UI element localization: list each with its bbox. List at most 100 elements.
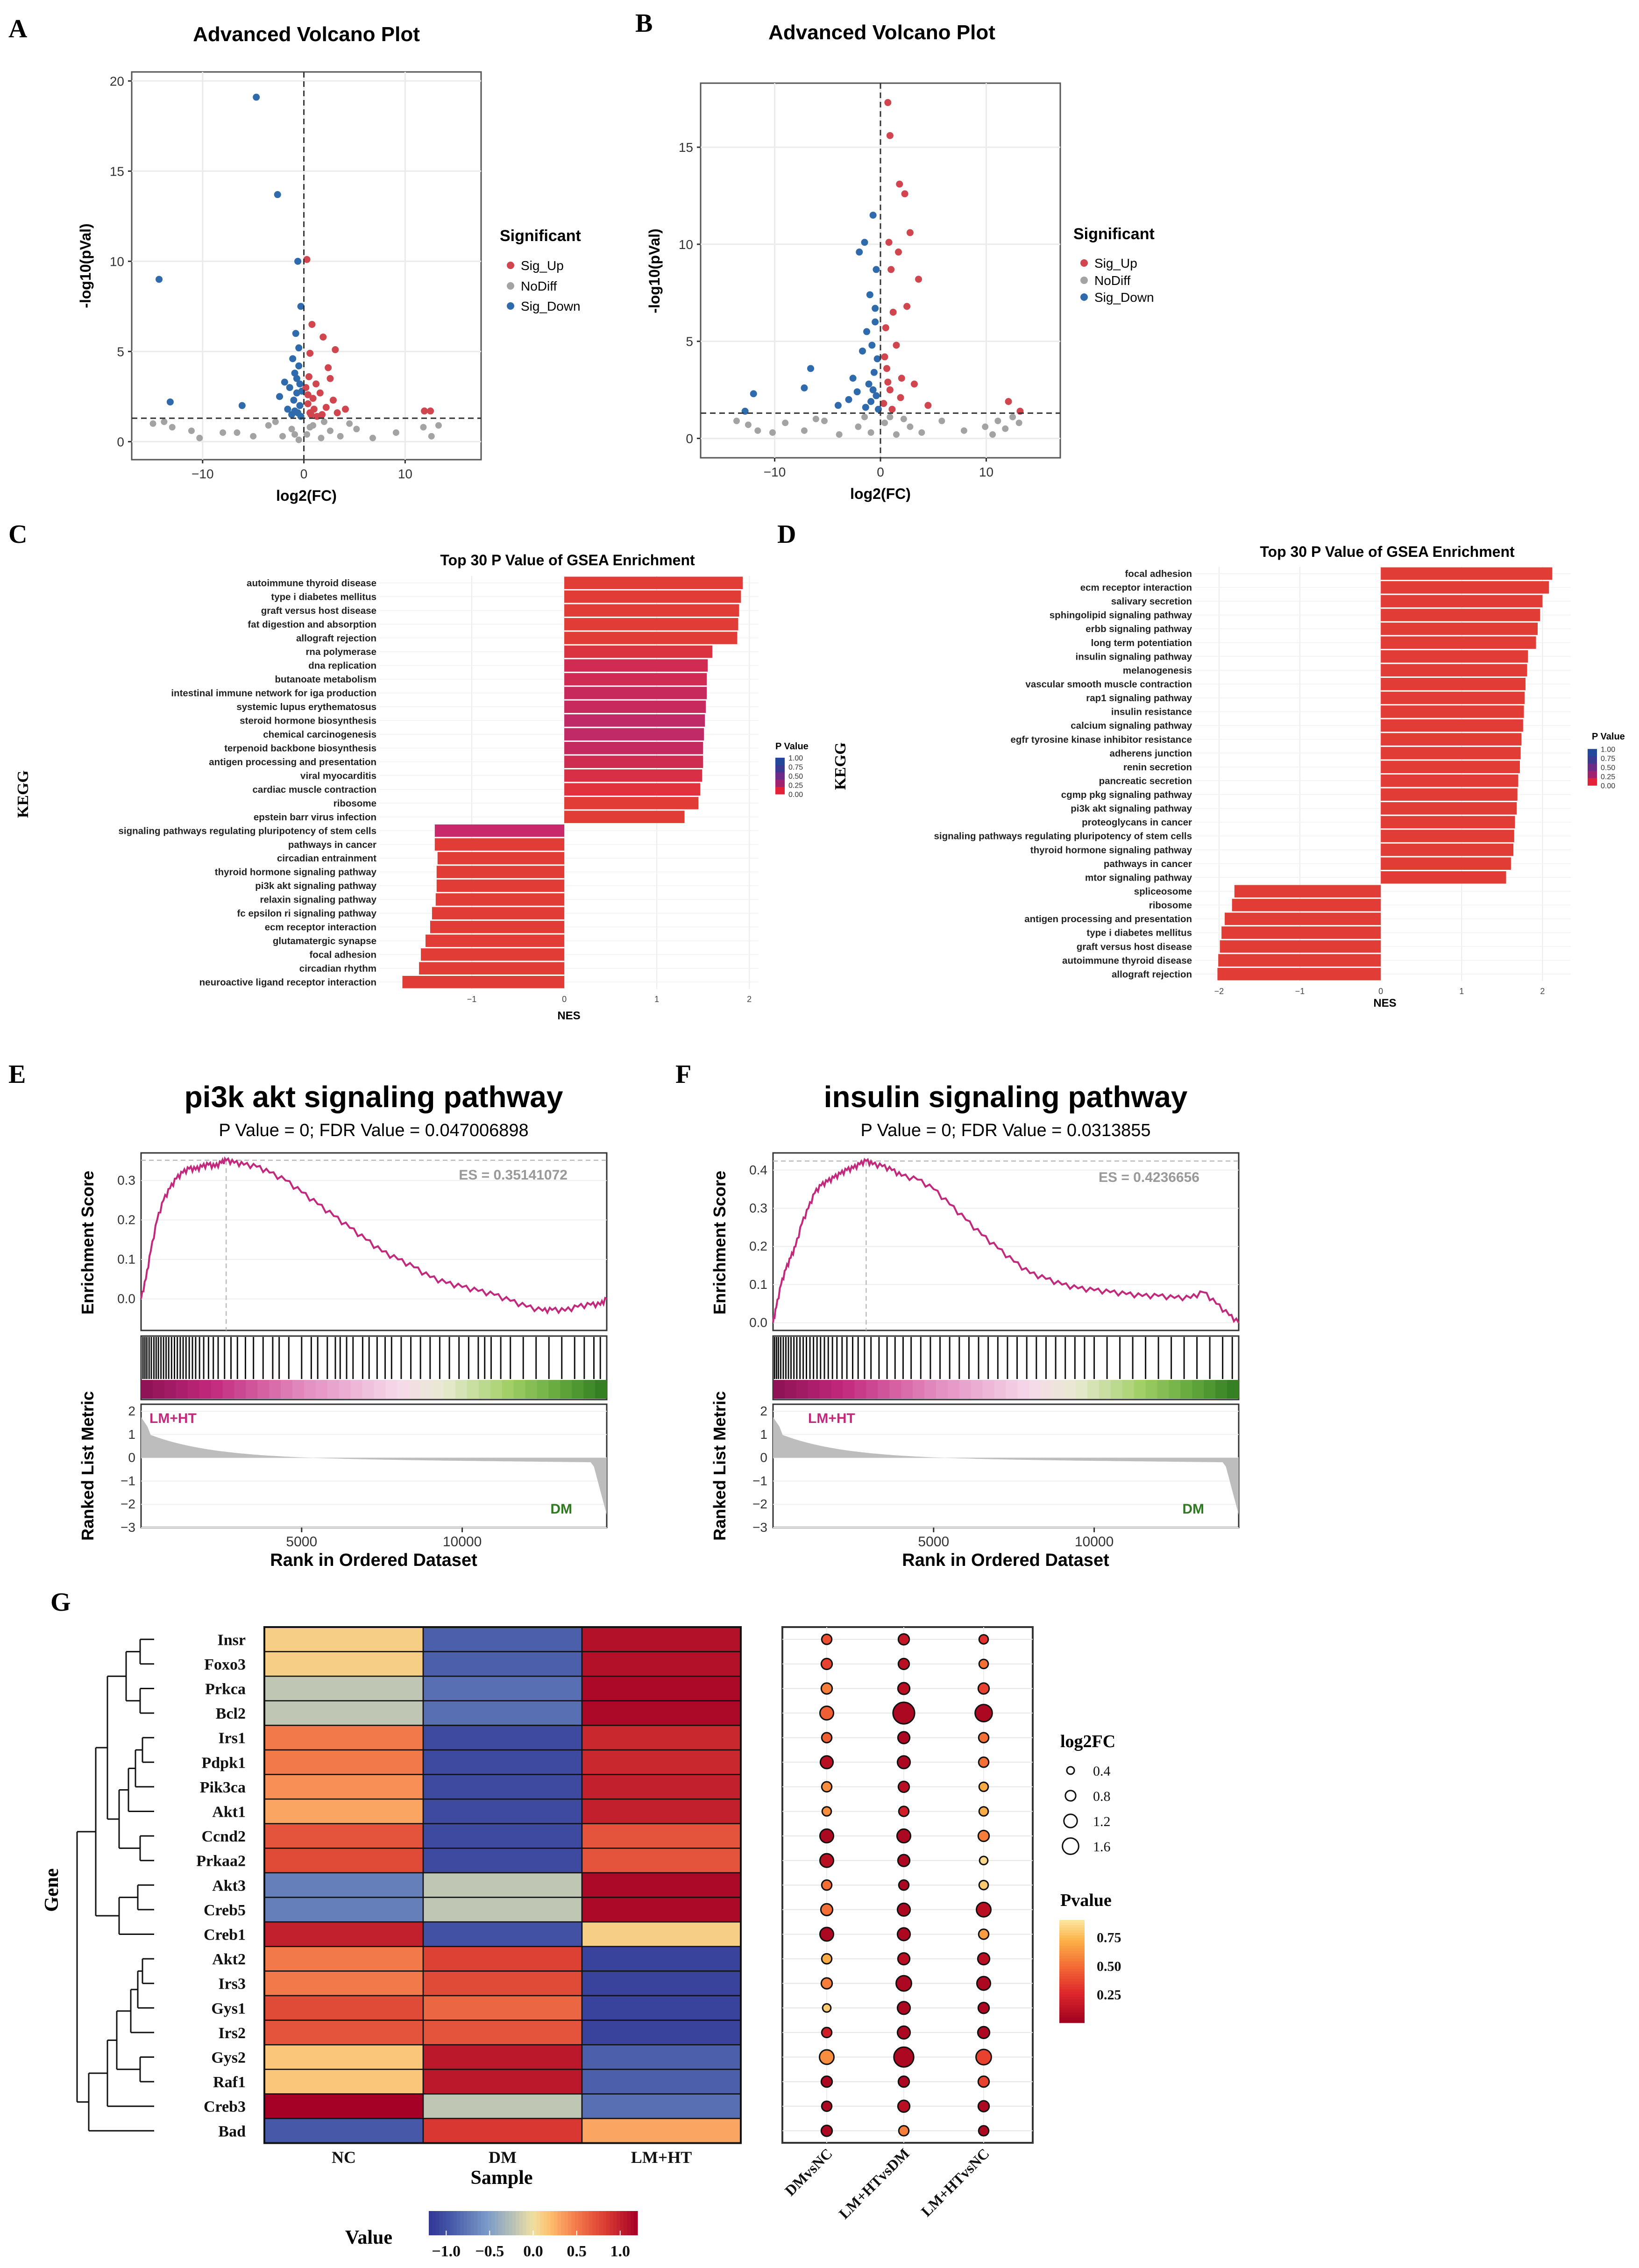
gsea-e-ylabel-bottom: Ranked List Metric	[78, 1391, 97, 1541]
y-tick-label: 0.4	[749, 1163, 767, 1177]
pathway-label: signaling pathways regulating pluripoten…	[934, 831, 1192, 842]
nes-bar	[1381, 871, 1506, 884]
comparison-dot	[978, 1781, 989, 1792]
nes-bar	[564, 769, 702, 782]
pathway-label: graft versus host disease	[261, 605, 376, 616]
y-tick-label: −3	[121, 1520, 135, 1535]
gene-label: Akt2	[212, 1951, 246, 1968]
nes-bar	[402, 976, 565, 988]
comparison-dot	[979, 1856, 989, 1866]
rank-gradient-segment	[199, 1380, 212, 1399]
heatmap-cell	[422, 1749, 583, 1775]
pvalue-legend-title: Pvalue	[1060, 1891, 1112, 1910]
rank-gradient-segment	[843, 1380, 855, 1399]
point-sig-up	[887, 266, 895, 273]
y-tick-label: 15	[679, 140, 693, 155]
gsea-f-xlabel: Rank in Ordered Dataset	[902, 1550, 1109, 1570]
point-sig-down	[295, 344, 303, 352]
y-tick-label: 0	[760, 1450, 767, 1465]
point-nodiff	[326, 427, 333, 434]
comparison-dot	[893, 2046, 915, 2068]
point-sig-down	[870, 369, 878, 376]
y-tick-label: 0.1	[749, 1277, 767, 1292]
value-legend-segment	[467, 2211, 471, 2235]
nes-bar	[1234, 885, 1381, 898]
nes-bar	[1381, 609, 1540, 621]
value-legend-segment	[442, 2211, 447, 2235]
nes-bar	[436, 866, 565, 878]
pathway-label: dna replication	[308, 661, 376, 671]
legend-tick-label: 0.50	[788, 773, 803, 781]
nes-bar	[564, 659, 708, 672]
pvalue-legend-segment	[1059, 1961, 1085, 1964]
rank-gradient-segment	[246, 1380, 258, 1399]
point-sig-down	[286, 384, 293, 391]
rank-gradient-segment	[808, 1380, 820, 1399]
rank-gradient-segment	[420, 1380, 433, 1399]
value-legend-segment	[435, 2211, 440, 2235]
point-sig-down	[281, 378, 288, 386]
pvalue-legend-segment	[1059, 1941, 1085, 1944]
legend-color-step	[1588, 778, 1597, 786]
comparison-dot	[896, 2001, 911, 2015]
pvalue-legend-tick-label: 0.25	[1097, 1987, 1121, 2003]
gene-label: Pdpk1	[202, 1754, 246, 1771]
rank-gradient-segment	[525, 1380, 538, 1399]
nes-bar	[564, 632, 738, 644]
comparison-dot	[820, 1657, 833, 1671]
heatmap-cell	[422, 1872, 583, 1898]
nes-bar	[1381, 581, 1549, 594]
heatmap-cell	[263, 1725, 424, 1751]
log2fc-legend-label: 1.2	[1093, 1814, 1111, 1829]
nes-bar	[564, 590, 741, 603]
gene-label: Creb3	[204, 2098, 246, 2116]
rank-gradient-segment	[432, 1380, 444, 1399]
y-tick-label: 0	[686, 431, 693, 446]
gene-label: Insr	[218, 1631, 246, 1649]
point-sig-up	[881, 353, 888, 361]
x-tick-label: −1	[1295, 987, 1305, 996]
point-nodiff	[161, 418, 168, 425]
point-sig-up	[910, 380, 918, 388]
heatmap-cell	[422, 1725, 583, 1751]
value-legend-segment	[599, 2211, 603, 2235]
nes-bar	[564, 755, 703, 768]
y-tick-label: 0	[117, 434, 124, 449]
heatmap-frame	[263, 1626, 742, 2144]
y-tick-label: 0.3	[117, 1173, 135, 1187]
pathway-label: autoimmune thyroid disease	[247, 578, 376, 589]
point-nodiff	[994, 418, 1001, 425]
rank-gradient-segment	[866, 1380, 878, 1399]
rank-gradient-segment	[784, 1380, 797, 1399]
value-legend-segment	[585, 2211, 589, 2235]
rank-gradient-segment	[362, 1380, 375, 1399]
pvalue-legend-segment	[1059, 1984, 1085, 1987]
point-sig-down	[801, 384, 808, 391]
comparison-dot	[896, 1927, 911, 1941]
point-nodiff	[304, 431, 311, 438]
pvalue-legend-segment	[1059, 1971, 1085, 1975]
comparison-dot	[819, 1853, 835, 1868]
pathway-label: long term potentiation	[1091, 638, 1192, 648]
point-sig-down	[296, 380, 304, 388]
pvalue-legend-segment	[1059, 1927, 1085, 1931]
legend-tick-label: 0.25	[1601, 773, 1615, 781]
y-tick-label: 2	[760, 1404, 767, 1418]
point-sig-down	[807, 365, 815, 372]
pathway-label: antigen processing and presentation	[209, 757, 376, 768]
heatmap-cell	[581, 1675, 742, 1702]
pathway-label: insulin signaling pathway	[1076, 651, 1192, 662]
gsea-f-title: insulin signaling pathway	[824, 1080, 1188, 1114]
nes-bar	[434, 838, 565, 851]
heatmap-cell	[263, 1848, 424, 1874]
rank-gradient-segment	[959, 1380, 972, 1399]
pvalue-legend-segment	[1059, 2010, 1085, 2013]
nes-bar	[564, 673, 707, 686]
gene-label: Irs3	[218, 1976, 246, 1993]
gsea-d-xlabel: NES	[1373, 997, 1396, 1010]
point-sig-up	[896, 180, 903, 188]
nes-bar	[436, 879, 565, 892]
pathway-label: focal adhesion	[309, 950, 376, 960]
heatmap-cell	[581, 1651, 742, 1677]
legend-color-step	[1588, 756, 1597, 764]
